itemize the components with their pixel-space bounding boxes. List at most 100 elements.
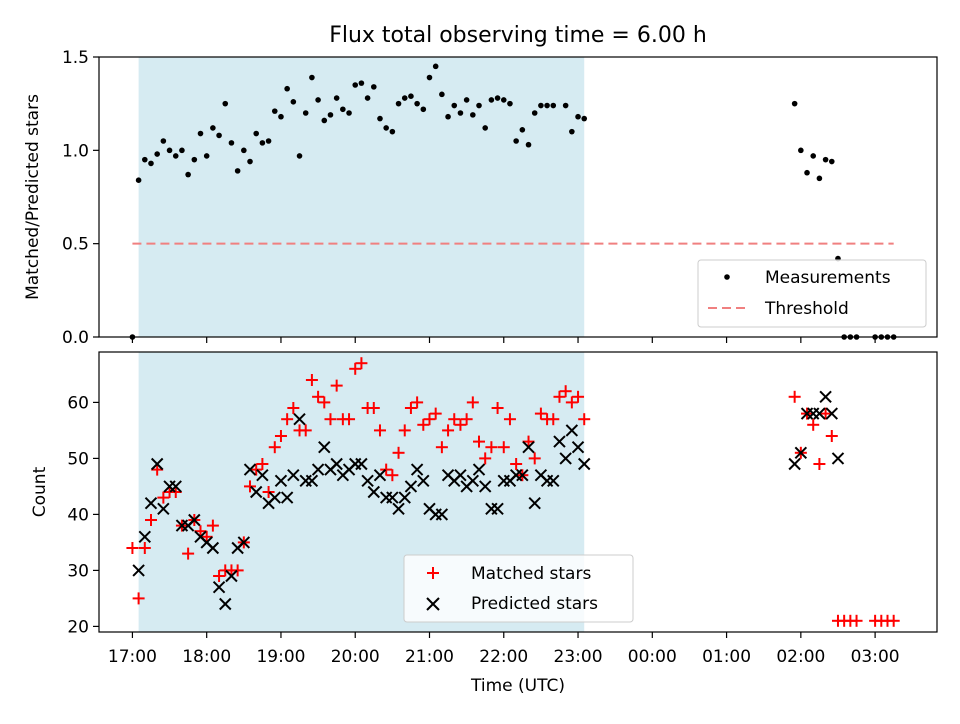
predicted-star-point (293, 412, 306, 426)
bottom-legend-box (403, 554, 634, 623)
x-tick-label: 23:00 (554, 647, 603, 667)
x-tick-label: 01:00 (702, 647, 751, 667)
legend-marker-predicted (426, 597, 440, 611)
measurement-point (810, 153, 817, 159)
measurement-point (253, 130, 260, 137)
measurement-point (352, 82, 359, 88)
matched-star-point (281, 413, 294, 426)
predicted-star-point (305, 474, 319, 488)
x-tick-label: 22:00 (479, 647, 528, 667)
matched-star-point (578, 413, 591, 426)
matched-star-point (318, 396, 331, 409)
legend-label-measurements: Measurements (765, 268, 891, 288)
predicted-star-point (788, 457, 801, 471)
bottom-axes-frame (98, 351, 938, 633)
matched-star-point (182, 547, 195, 560)
top-y-axis-label: Matched/Predicted stars (23, 94, 43, 300)
measurement-point (544, 102, 550, 109)
measurement-point (247, 158, 253, 165)
matched-star-point (819, 407, 832, 420)
predicted-star-point (243, 463, 257, 476)
predicted-star-point (280, 491, 294, 504)
predicted-star-point (361, 474, 374, 488)
measurement-point (203, 153, 210, 159)
matched-star-point (497, 441, 510, 454)
measurement-point (259, 140, 266, 146)
measurement-point (135, 177, 142, 183)
measurement-point (470, 112, 476, 118)
predicted-star-point (491, 502, 504, 516)
predicted-star-point (831, 452, 845, 465)
measurement-point (798, 147, 804, 154)
predicted-star-point (274, 474, 288, 488)
top-y-tick-label: 1.5 (62, 48, 89, 68)
x-tick-label: 19:00 (256, 647, 305, 667)
predicted-star-point (398, 491, 411, 504)
matched-star-point (807, 418, 820, 431)
matched-star-point (473, 435, 486, 448)
predicted-star-point (478, 480, 492, 493)
measurement-point (395, 100, 402, 107)
measurement-point (234, 168, 241, 174)
matched-star-point (429, 407, 442, 420)
measurement-point (383, 125, 389, 131)
x-tick-label: 18:00 (182, 647, 231, 667)
measurement-point (828, 158, 835, 165)
bottom-y-tick-label: 60 (67, 393, 89, 413)
matched-star-point (435, 441, 448, 454)
measurement-point (210, 125, 216, 131)
predicted-star-point (516, 468, 529, 482)
top-y-tick-label: 0.0 (62, 328, 89, 348)
measurement-point (488, 97, 495, 103)
legend-label-predicted: Predicted stars (471, 594, 598, 614)
matched-star-point (788, 390, 801, 403)
matched-star-point (503, 413, 516, 426)
predicted-star-point (157, 502, 170, 516)
matched-star-point (373, 424, 386, 437)
bottom-y-tick-label: 30 (67, 561, 89, 581)
matched-star-point (510, 458, 523, 470)
measurement-point (569, 128, 575, 135)
top-y-tick-label: 0.5 (62, 235, 89, 255)
matched-star-point (355, 357, 368, 370)
top-legend-box (697, 259, 927, 328)
matched-star-point (200, 530, 213, 543)
measurement-point (265, 138, 272, 144)
matched-star-point (547, 413, 560, 426)
measurement-point (500, 97, 507, 103)
measurement-points (129, 63, 897, 340)
measurement-point (494, 95, 501, 101)
bottom-x-ticks: 17:00 18:00 19:00 20:00 21:00 22:00 23:00 00:00… (108, 632, 900, 667)
predicted-star-point (794, 446, 808, 460)
measurement-point (531, 110, 538, 116)
matched-star-point (398, 424, 411, 437)
x-tick-label: 00:00 (628, 647, 677, 667)
measurement-point (420, 106, 427, 113)
predicted-star-point (578, 457, 591, 471)
measurement-point (476, 102, 482, 109)
measurement-point (333, 95, 340, 101)
measurement-point (358, 80, 365, 86)
measurement-point (290, 99, 297, 105)
predicted-star-point (256, 468, 269, 482)
measurement-point (172, 153, 179, 159)
matched-star-point (268, 441, 281, 454)
measurement-point (271, 108, 278, 114)
predicted-star-point (454, 468, 467, 482)
matched-star-point (367, 402, 380, 414)
measurement-point (575, 113, 581, 120)
measurement-point (426, 74, 433, 81)
predicted-star-point (132, 564, 145, 577)
measurement-point (408, 93, 414, 99)
measurement-point (160, 138, 167, 144)
matched-star-point (213, 570, 226, 582)
measurement-point (302, 110, 309, 116)
predicted-star-point (571, 440, 585, 454)
matched-star-point (312, 390, 325, 403)
matched-star-point (466, 396, 479, 409)
measurement-point (519, 127, 526, 133)
predicted-star-point (559, 452, 572, 465)
measurement-point (414, 100, 420, 107)
predicted-star-point (565, 424, 579, 437)
